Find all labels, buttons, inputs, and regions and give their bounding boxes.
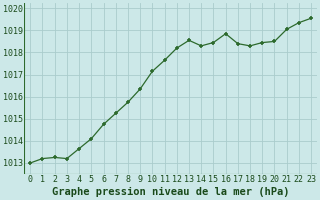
X-axis label: Graphe pression niveau de la mer (hPa): Graphe pression niveau de la mer (hPa) (52, 187, 290, 197)
